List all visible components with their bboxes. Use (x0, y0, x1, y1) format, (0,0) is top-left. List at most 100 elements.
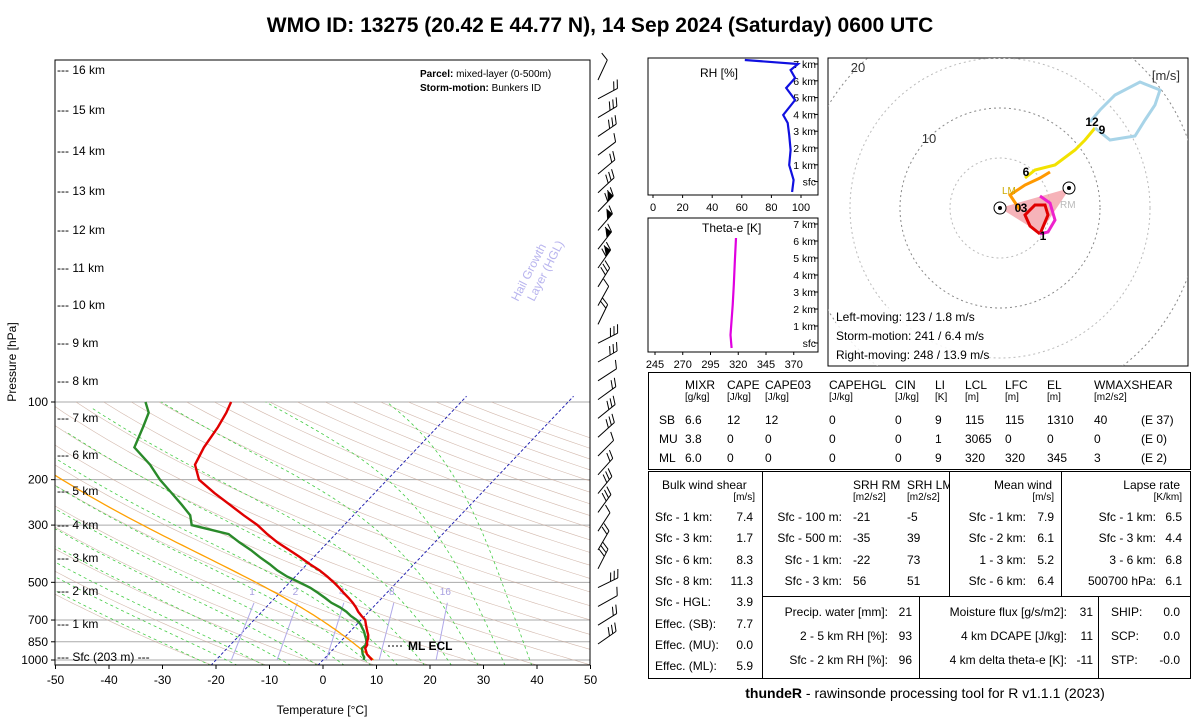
bulk-shear-row-value: 8.3 (736, 552, 753, 567)
dry-adiabat-line (55, 593, 213, 665)
parcel-table-header: EL (1047, 378, 1062, 392)
rh-panel-frame (647, 57, 819, 196)
parcel-table-cell: 1 (935, 432, 942, 446)
mean-wind-row-label: Sfc - 1 km: (968, 510, 1026, 524)
parcel-table-header: CAPE (727, 378, 760, 392)
moist-adiabat-line (55, 576, 238, 665)
rh-x-tick-label: 80 (765, 202, 777, 214)
parcel-table: MIXR [g/kg] CAPE [J/kg] CAPE03 [J/kg] CAPEHGL[… (648, 372, 1191, 470)
wind-barb (597, 151, 616, 175)
hodograph-segment (1024, 127, 1097, 180)
srh-rm-unit: [m2/s2] (853, 492, 886, 503)
parcel-table-unit: [m] (1047, 392, 1061, 403)
wind-barb (597, 431, 615, 457)
mean-wind-row-value: 6.4 (1037, 573, 1054, 588)
dry-adiabat-line (214, 401, 590, 553)
hodograph-rm-label: RM (1060, 200, 1076, 211)
chart-title: WMO ID: 13275 (20.42 E 44.77 N), 14 Sep … (266, 14, 934, 37)
wind-barb-pennant (604, 245, 611, 257)
flux-panel: Moisture flux [g/s/m2]: 31 4 km DCAPE [J/k… (919, 596, 1100, 679)
parcel-table-header: CAPEHGL (829, 378, 887, 392)
parcel-table-header: CAPE03 (765, 378, 812, 392)
bulk-shear-unit: [m/s] (733, 492, 755, 503)
lapse-rate-panel: Lapse rate [K/km] Sfc - 1 km: 6.5 Sfc - 3 km… (1061, 471, 1191, 598)
srh-lm-value: 51 (907, 573, 921, 588)
parcel-table-header: LI (935, 378, 946, 392)
parcel-table-cell: 0 (829, 432, 836, 446)
wind-barb-flag (608, 416, 612, 426)
hodograph-height-marker: 3 (1021, 201, 1028, 215)
wind-barb (597, 52, 608, 81)
dry-adiabat-line (55, 484, 484, 665)
dry-adiabat-line (158, 401, 590, 579)
wind-barb-flag (608, 101, 611, 111)
moist-adiabat-line (90, 407, 452, 665)
thetae-height-label: 5 km (793, 253, 816, 265)
pressure-tick-label: 850 (28, 635, 48, 649)
mixing-ratio-line (325, 602, 345, 661)
pressure-tick-label: 100 (28, 395, 48, 409)
parcel-table-unit: [J/kg] (765, 392, 789, 403)
wind-barb (597, 342, 618, 363)
moist-adiabat-line (55, 561, 265, 665)
rh-height-label: 2 km (793, 143, 816, 155)
thetae-x-tick-label: 320 (729, 359, 747, 371)
moist-adiabat-line (55, 485, 372, 665)
parcel-table-header: CIN (895, 378, 916, 392)
wind-barb-flag (607, 119, 611, 129)
left-moving-text: Left-moving: 123 / 1.8 m/s (836, 310, 975, 324)
temperature-tick-label: -50 (47, 673, 65, 687)
wind-barb-shaft (597, 267, 611, 288)
temperature-tick-label: -30 (154, 673, 172, 687)
parcel-table-unit: [m] (1005, 392, 1019, 403)
wind-barb-shaft (597, 440, 614, 457)
wind-barb-shaft (597, 286, 610, 306)
dry-adiabat-line (103, 401, 590, 606)
hodograph-height-marker: 9 (1099, 123, 1106, 137)
wind-barb (597, 324, 619, 344)
thetae-height-label: 3 km (793, 287, 816, 299)
wind-barb-flag (609, 398, 613, 408)
mean-wind-row-label: 1 - 3 km: (979, 552, 1026, 567)
dry-adiabat-line (55, 444, 590, 665)
wind-barb-flag (606, 400, 610, 410)
mean-wind-panel: Mean wind [m/s] Sfc - 1 km: 7.9 Sfc - 2 km: 6… (949, 471, 1063, 598)
wind-barb-flag (601, 492, 607, 502)
parcel-table-header: LFC (1005, 378, 1028, 392)
dry-adiabat-line (55, 526, 375, 665)
hodograph-segment (1023, 203, 1050, 236)
srh-row-label: Sfc - 1 km: (784, 552, 842, 567)
hodograph-segment (1088, 80, 1162, 142)
mean-wind-row-label: Sfc - 6 km: (968, 573, 1026, 588)
parcel-table-cell: 0 (727, 432, 734, 446)
mixing-ratio-label: 2 (293, 587, 299, 598)
rh-height-label: 3 km (793, 126, 816, 138)
wind-barb-flag (615, 97, 618, 107)
srh-rm-value: -21 (853, 510, 871, 524)
wind-barb-flag (605, 241, 612, 251)
wind-barb-flag (611, 413, 615, 423)
wind-barb-flag (607, 468, 613, 477)
parcel-table-cell: 6.0 (685, 451, 702, 465)
parcel-table-cell: 3.8 (685, 432, 702, 446)
temperature-tick-label: 20 (423, 673, 437, 687)
wind-barb-flag (601, 52, 608, 61)
parcel-table-cell: (E 0) (1141, 432, 1168, 446)
temperature-line (193, 401, 374, 661)
mixing-ratio-label: 1 (249, 587, 255, 598)
rh-profile-line (744, 58, 801, 193)
lapse-rate-row-label: Sfc - 3 km: (1098, 531, 1156, 546)
bulk-shear-row-label: Sfc - 3 km: (655, 531, 713, 546)
wind-barb-flag (609, 153, 613, 163)
parcel-legend: Parcel: mixed-layer (0-500m) Storm-motio… (420, 68, 552, 96)
parcel-table-cell: 320 (1005, 451, 1026, 465)
wind-barb-flag (616, 342, 618, 352)
parcel-table-header: MIXR (685, 378, 715, 392)
hodograph-storm-info: Left-moving: 123 / 1.8 m/s Storm-motion:… (836, 308, 990, 365)
wind-barb-shaft (597, 88, 618, 100)
thetae-x-tick-label: 370 (785, 359, 803, 371)
srh-lm-value: -5 (907, 510, 918, 524)
srh-rm-value: -22 (853, 552, 871, 567)
bulk-shear-row-value: 11.3 (730, 573, 753, 588)
srh-lm-title: SRH LM (907, 478, 953, 492)
